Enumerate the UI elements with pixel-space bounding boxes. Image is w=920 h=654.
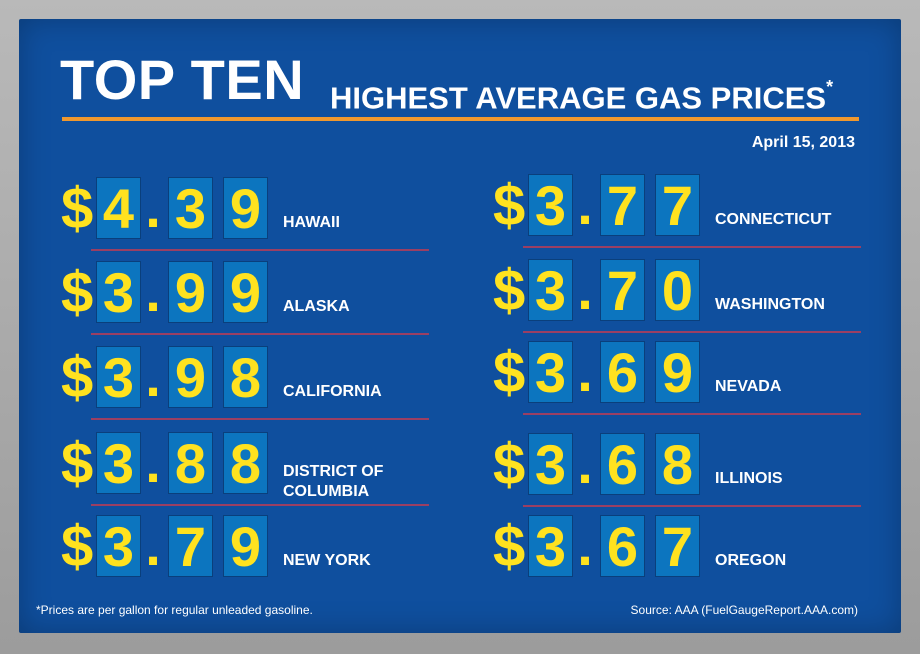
- price-digit: 7: [655, 515, 700, 578]
- state-name: ALASKA: [283, 298, 350, 315]
- row-divider: [523, 413, 861, 415]
- price-entry-washington: $ 3 . 7 0 WASHINGTON: [493, 259, 863, 345]
- row-divider: [91, 333, 429, 335]
- decimal-point: .: [577, 173, 593, 236]
- state-name: ILLINOIS: [715, 470, 783, 487]
- price-digit: 9: [168, 261, 213, 324]
- state-name-line1: DISTRICT OF: [283, 463, 384, 480]
- subtitle-asterisk: *: [826, 77, 834, 97]
- dollar-sign: $: [493, 432, 526, 497]
- row-divider: [91, 249, 429, 251]
- decimal-point: .: [145, 345, 161, 408]
- price-board: [19, 19, 901, 633]
- price-digit: 9: [223, 515, 268, 578]
- price-digit: 8: [223, 432, 268, 495]
- price-entry-district-of-columbia: $ 3 . 8 8 DISTRICT OF COLUMBIA: [61, 432, 431, 518]
- price-digit: 7: [600, 174, 645, 237]
- dollar-sign: $: [61, 514, 94, 579]
- price-digit: 7: [600, 259, 645, 322]
- price-digit: 7: [168, 515, 213, 578]
- price-entry-nevada: $ 3 . 6 9 NEVADA: [493, 341, 863, 427]
- price-digit: 0: [655, 259, 700, 322]
- row-divider: [523, 246, 861, 248]
- page-subtitle: HIGHEST AVERAGE GAS PRICES*: [330, 73, 833, 116]
- dollar-sign: $: [493, 258, 526, 323]
- decimal-point: .: [145, 514, 161, 577]
- price-digit: 3: [168, 177, 213, 240]
- dollar-sign: $: [61, 345, 94, 410]
- state-name: WASHINGTON: [715, 296, 825, 313]
- decimal-point: .: [577, 258, 593, 321]
- decimal-point: .: [577, 432, 593, 495]
- dollar-sign: $: [61, 431, 94, 496]
- price-digit: 3: [96, 432, 141, 495]
- state-name: OREGON: [715, 552, 787, 569]
- price-digit: 6: [600, 515, 645, 578]
- decimal-point: .: [577, 340, 593, 403]
- dollar-sign: $: [493, 340, 526, 405]
- dollar-sign: $: [493, 173, 526, 238]
- price-digit: 8: [168, 432, 213, 495]
- price-digit: 3: [528, 341, 573, 404]
- state-name: DISTRICT OF COLUMBIA: [283, 462, 383, 502]
- price-digit: 9: [168, 346, 213, 409]
- price-digit: 3: [96, 261, 141, 324]
- price-digit: 3: [96, 346, 141, 409]
- report-date: April 15, 2013: [751, 134, 855, 151]
- state-name: CONNECTICUT: [715, 211, 832, 228]
- footnote: *Prices are per gallon for regular unlea…: [36, 603, 313, 617]
- price-entry-hawaii: $ 4 . 3 9 HAWAII: [61, 177, 431, 263]
- price-digit: 6: [600, 433, 645, 496]
- page-title: TOP TEN: [60, 48, 305, 111]
- price-digit: 9: [223, 261, 268, 324]
- price-digit: 3: [528, 259, 573, 322]
- dollar-sign: $: [61, 176, 94, 241]
- price-digit: 9: [655, 341, 700, 404]
- price-digit: 3: [96, 515, 141, 578]
- state-name: NEW YORK: [283, 552, 371, 569]
- price-digit: 4: [96, 177, 141, 240]
- dollar-sign: $: [61, 260, 94, 325]
- title-divider: [62, 117, 859, 121]
- row-divider: [91, 504, 429, 506]
- price-entry-oregon: $ 3 . 6 7 OREGON: [493, 515, 863, 601]
- state-name: CALIFORNIA: [283, 383, 382, 400]
- price-digit: 8: [223, 346, 268, 409]
- state-name: NEVADA: [715, 378, 782, 395]
- state-name: HAWAII: [283, 214, 340, 231]
- row-divider: [523, 331, 861, 333]
- price-entry-connecticut: $ 3 . 7 7 CONNECTICUT: [493, 174, 863, 260]
- price-digit: 6: [600, 341, 645, 404]
- decimal-point: .: [145, 431, 161, 494]
- subtitle-text: HIGHEST AVERAGE GAS PRICES: [330, 80, 827, 116]
- price-entry-illinois: $ 3 . 6 8 ILLINOIS: [493, 433, 863, 519]
- row-divider: [523, 505, 861, 507]
- price-digit: 3: [528, 433, 573, 496]
- price-digit: 3: [528, 174, 573, 237]
- row-divider: [91, 418, 429, 420]
- decimal-point: .: [145, 260, 161, 323]
- price-digit: 9: [223, 177, 268, 240]
- dollar-sign: $: [493, 514, 526, 579]
- decimal-point: .: [145, 176, 161, 239]
- state-name-line2: COLUMBIA: [283, 483, 370, 500]
- price-digit: 7: [655, 174, 700, 237]
- price-digit: 3: [528, 515, 573, 578]
- decimal-point: .: [577, 514, 593, 577]
- price-entry-california: $ 3 . 9 8 CALIFORNIA: [61, 346, 431, 432]
- price-entry-alaska: $ 3 . 9 9 ALASKA: [61, 261, 431, 347]
- source-credit: Source: AAA (FuelGaugeReport.AAA.com): [630, 603, 858, 617]
- price-entry-new-york: $ 3 . 7 9 NEW YORK: [61, 515, 431, 601]
- price-digit: 8: [655, 433, 700, 496]
